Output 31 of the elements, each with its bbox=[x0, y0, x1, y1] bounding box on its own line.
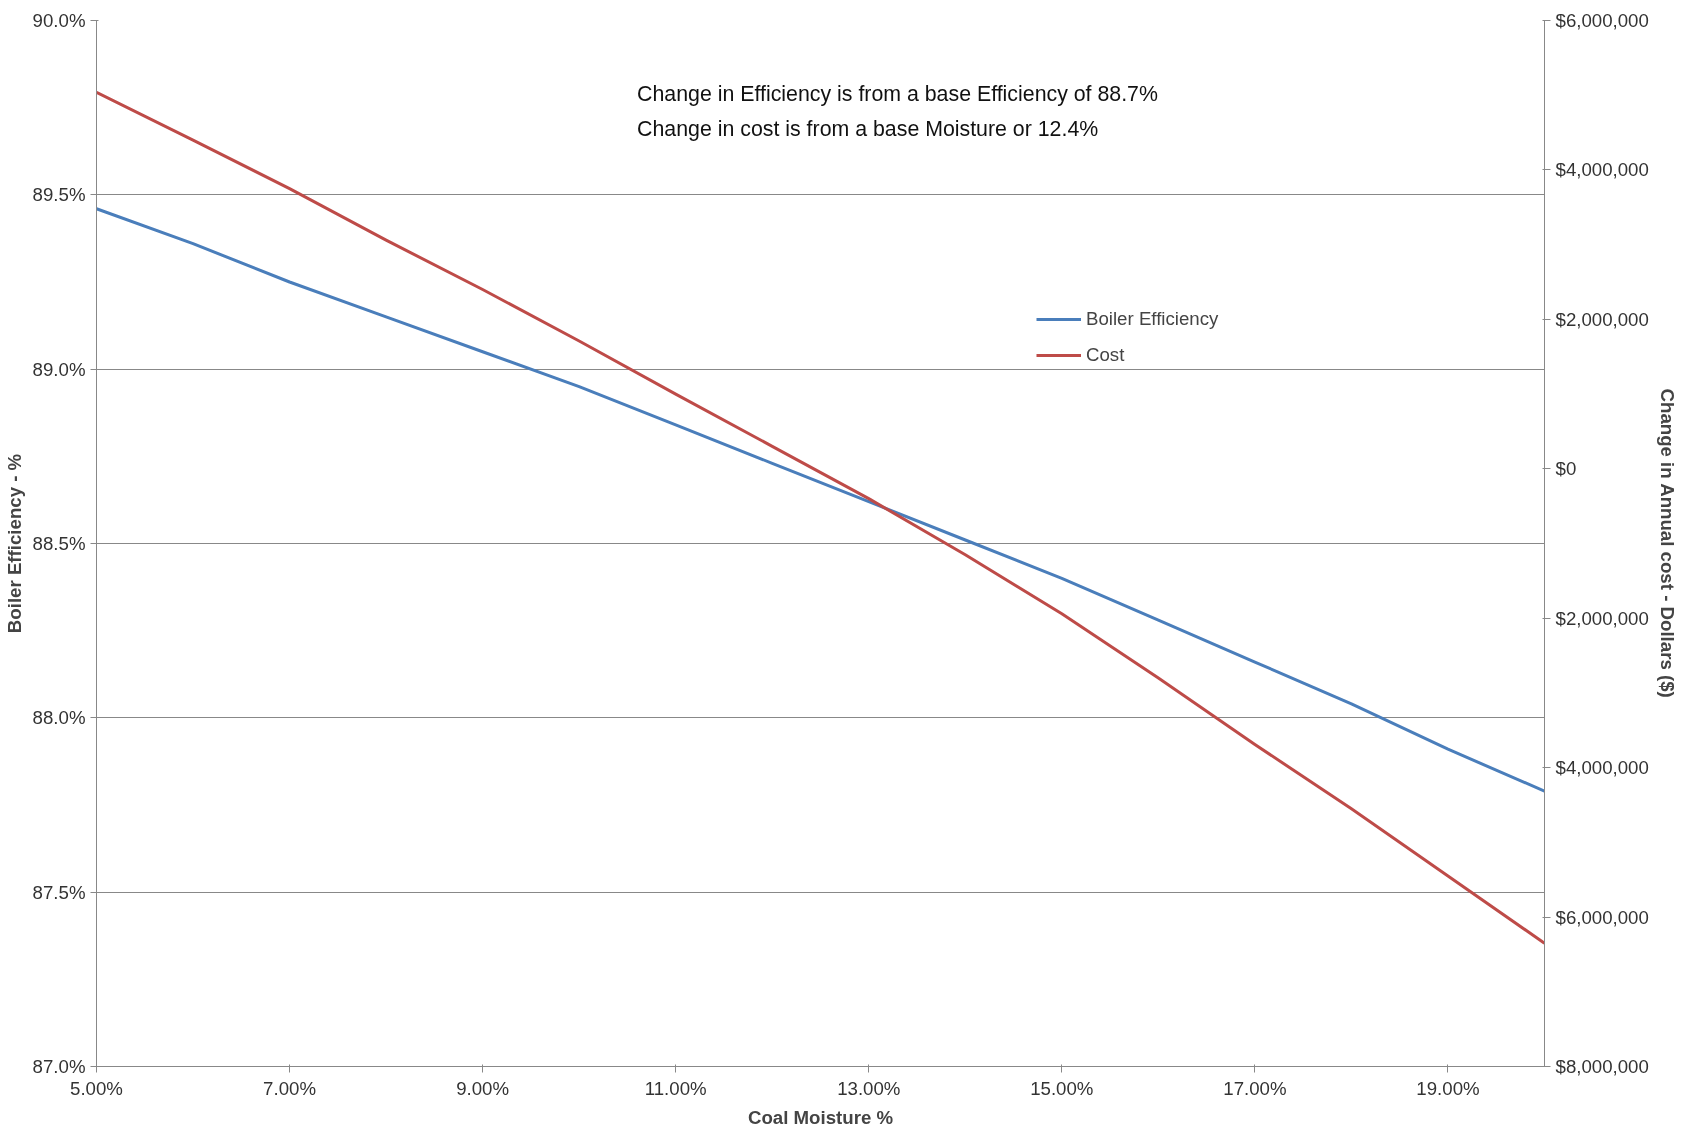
x-tick-label: 17.00% bbox=[1223, 1077, 1287, 1099]
annotation: Change in cost is from a base Moisture or 12.4% bbox=[637, 117, 1099, 142]
y2-tick-label: $4,000,000 bbox=[1555, 757, 1649, 779]
y2-tick-label: $6,000,000 bbox=[1555, 10, 1649, 31]
x-axis-title: Coal Moisture % bbox=[747, 1106, 894, 1128]
x-tick-label: 19.00% bbox=[1416, 1077, 1480, 1099]
y-tick-label: 89.5% bbox=[32, 184, 86, 206]
x-tick-label: 15.00% bbox=[1030, 1077, 1094, 1099]
y2-axis-title: Change in Annual cost - Dollars ($) bbox=[1656, 388, 1678, 698]
line-series bbox=[96, 207, 1545, 793]
x-tick-label: 11.00% bbox=[644, 1077, 707, 1099]
y-axis-title: Boiler Efficiency - % bbox=[3, 453, 25, 634]
annotation: Change in Efficiency is from a base Efficiency of 88.7% bbox=[637, 81, 1158, 106]
y-tick-label: 88.5% bbox=[32, 533, 86, 554]
legend-label: Boiler Efficiency bbox=[1086, 308, 1219, 330]
y2-tick-label: $2,000,000 bbox=[1555, 308, 1649, 330]
y2-tick-label: $8,000,000 bbox=[1555, 1056, 1649, 1077]
y2-tick-label: $4,000,000 bbox=[1555, 159, 1649, 181]
x-tick-label: 13.00% bbox=[837, 1077, 901, 1099]
y-tick-label: 90.0% bbox=[32, 10, 86, 31]
y-tick-label: 88.0% bbox=[32, 707, 86, 729]
y-tick-label: 87.5% bbox=[32, 881, 86, 903]
x-tick-label: 7.00% bbox=[263, 1077, 317, 1099]
y-tick-label: 87.0% bbox=[32, 1056, 86, 1077]
y2-tick-label: $0 bbox=[1555, 458, 1577, 480]
y2-tick-label: $6,000,000 bbox=[1555, 906, 1649, 928]
y2-tick-label: $2,000,000 bbox=[1555, 607, 1649, 629]
legend-label: Cost bbox=[1086, 344, 1125, 366]
x-tick-label: 5.00% bbox=[70, 1077, 123, 1099]
y-tick-label: 89.0% bbox=[32, 358, 86, 380]
x-tick-label: 9.00% bbox=[456, 1077, 510, 1099]
